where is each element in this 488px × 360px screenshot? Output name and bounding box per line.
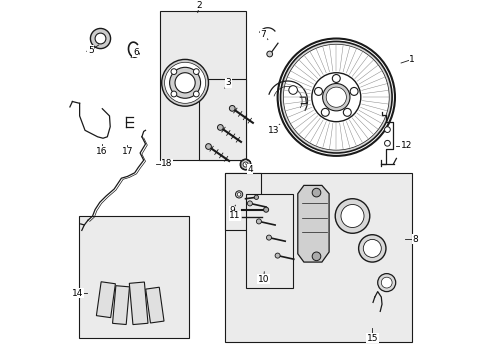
Circle shape [358, 235, 385, 262]
Text: 15: 15 [366, 334, 377, 343]
Bar [224, 173, 411, 342]
Circle shape [363, 239, 381, 257]
Circle shape [243, 162, 247, 167]
Circle shape [229, 105, 235, 111]
Circle shape [164, 62, 205, 103]
Circle shape [311, 252, 320, 261]
Circle shape [171, 91, 177, 97]
Circle shape [340, 204, 363, 228]
Polygon shape [297, 185, 328, 262]
Text: 7: 7 [260, 30, 265, 39]
Circle shape [377, 274, 395, 292]
Circle shape [95, 33, 106, 44]
Circle shape [240, 159, 250, 170]
Text: 2: 2 [196, 1, 202, 10]
Circle shape [90, 28, 110, 49]
Circle shape [325, 87, 346, 107]
Text: 13: 13 [268, 126, 279, 135]
Circle shape [321, 108, 328, 116]
Text: 3: 3 [225, 78, 231, 87]
Polygon shape [145, 287, 163, 323]
Circle shape [247, 201, 252, 206]
Circle shape [384, 127, 389, 132]
Text: 10: 10 [257, 274, 269, 284]
Bar [79, 216, 188, 338]
Circle shape [169, 67, 200, 98]
Circle shape [266, 235, 271, 240]
Bar [235, 189, 278, 241]
Circle shape [335, 199, 369, 233]
Circle shape [266, 51, 272, 57]
Text: 17: 17 [122, 148, 133, 156]
Circle shape [175, 73, 195, 93]
Text: 8: 8 [412, 235, 418, 244]
Circle shape [322, 84, 349, 111]
Text: 5: 5 [88, 46, 94, 55]
Polygon shape [96, 282, 115, 318]
Circle shape [162, 59, 208, 106]
Circle shape [237, 193, 241, 196]
Text: 9: 9 [228, 206, 234, 215]
Text: 11: 11 [229, 211, 241, 220]
Polygon shape [129, 282, 148, 325]
Circle shape [311, 188, 320, 197]
Circle shape [283, 44, 388, 150]
Circle shape [263, 207, 268, 212]
Bar [160, 11, 246, 160]
Text: 16: 16 [96, 147, 107, 156]
Circle shape [343, 108, 350, 116]
Circle shape [235, 191, 242, 198]
Polygon shape [112, 286, 129, 324]
Text: 14: 14 [72, 289, 83, 298]
Circle shape [256, 219, 261, 224]
Text: 6: 6 [133, 48, 139, 57]
Text: 12: 12 [400, 141, 411, 150]
Circle shape [332, 75, 340, 82]
Text: 1: 1 [408, 55, 414, 64]
Circle shape [288, 86, 297, 94]
Circle shape [171, 69, 177, 75]
Bar [224, 173, 260, 230]
Circle shape [280, 41, 391, 153]
Text: 4: 4 [246, 165, 252, 174]
Bar [199, 79, 246, 160]
Circle shape [254, 195, 258, 199]
Circle shape [314, 87, 322, 95]
Circle shape [193, 69, 199, 75]
Circle shape [381, 277, 391, 288]
Circle shape [217, 125, 223, 130]
Circle shape [193, 91, 199, 97]
Circle shape [205, 144, 211, 149]
Circle shape [275, 253, 280, 258]
Circle shape [311, 73, 360, 122]
Circle shape [384, 140, 389, 146]
Text: 18: 18 [161, 159, 172, 168]
Bar [246, 194, 292, 288]
Circle shape [349, 87, 357, 95]
